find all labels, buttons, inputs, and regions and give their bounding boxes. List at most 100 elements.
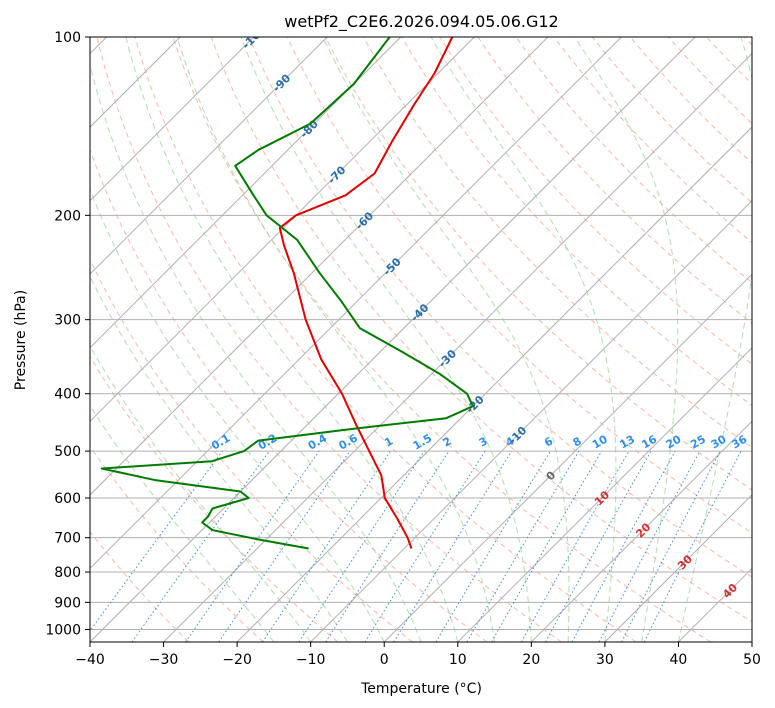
temperature-profile [278,37,454,549]
mixing-ratio-label: 3 [477,435,490,450]
mixing-ratio-label: 25 [688,433,708,452]
mixing-ratio-line [218,450,351,642]
mixing-ratio-label: 0.2 [256,432,279,453]
mixing-ratio-line [545,450,652,642]
mixing-ratio-line [571,450,676,642]
y-tick-label: 500 [54,444,81,460]
x-tick-label: 50 [743,652,761,668]
x-tick-label: −10 [296,652,326,668]
isotherm-line [236,126,752,642]
isotherm-line [90,37,328,275]
dry-adiabat [744,37,752,46]
mixing-ratio-label: 20 [664,432,684,451]
y-tick-label: 1000 [45,622,81,638]
mixing-ratio-line [131,450,270,642]
dry-adiabat [90,258,413,642]
mixing-ratio-line [466,450,580,642]
dry-adiabat [363,37,752,449]
y-tick-label: 100 [54,30,81,46]
moist-adiabat [90,188,385,642]
isotherm-line [90,37,622,570]
mixing-ratio-line [393,450,513,642]
dry-adiabat [90,355,339,642]
moist-adiabat [176,37,496,642]
moist-adiabat [240,37,532,642]
moist-adiabat [430,37,617,642]
x-tick-label: 30 [596,652,614,668]
dry-adiabat [553,37,752,244]
dewpoint-profile [100,37,474,550]
mixing-ratio-label: 1.5 [411,432,434,453]
moist-adiabat [322,37,570,642]
moist-adiabat [125,37,459,642]
y-tick-label: 400 [54,387,81,403]
mixing-ratio-label: 13 [617,433,637,452]
moist-adiabat [90,404,275,642]
isotherm-line [678,567,752,642]
mixing-ratio-line [435,450,551,642]
x-tick-label: −20 [222,652,252,668]
y-tick-label: 900 [54,595,81,611]
moist-adiabat [574,37,679,642]
isotherm-line [90,37,402,349]
mixing-ratio-label: 0.1 [209,432,232,453]
plot-frame [89,36,753,643]
mixing-ratio-line [185,450,320,642]
mixing-ratio-line [298,450,425,642]
dry-adiabat [629,37,752,164]
isotherm-line [90,37,549,496]
y-tick-label: 700 [54,531,81,547]
y-tick-label: 200 [54,208,81,224]
mixing-ratio-line [262,450,391,642]
dry-adiabat [248,37,752,578]
isotherm-line [90,37,255,202]
y-tick-label: 600 [54,491,81,507]
dry-adiabat [325,37,752,491]
moist-adiabat [677,37,752,642]
isotherm-line [90,37,696,642]
y-tick-label: 800 [54,565,81,581]
dry-adiabat [477,37,752,324]
moist-adiabat [90,62,422,642]
moist-adiabat [90,345,312,642]
y-axis-label: Pressure (hPa) [13,290,29,390]
dry-adiabat [591,37,752,204]
isotherm-line [604,494,752,642]
chart-title: wetPf2_C2E6.2026.094.05.06.G12 [284,12,558,32]
x-tick-label: 0 [380,652,389,668]
mixing-ratio-line [325,450,450,642]
dry-adiabat [401,37,752,407]
moist-adiabat [90,275,348,642]
mixing-ratio-label: 16 [639,432,659,451]
x-tick-label: −30 [149,652,179,668]
mixing-ratio-label: 1 [382,435,395,450]
mixing-ratio-line [90,450,223,632]
dry-adiabat [96,37,562,642]
isotherm-line [90,37,475,423]
x-tick-label: 10 [449,652,467,668]
dry-adiabat [210,37,752,623]
isotherm-line [530,420,752,642]
isotherm-line [383,273,752,642]
mixing-ratio-label: 30 [709,432,729,451]
dry-adiabat [668,37,752,125]
dry-adiabat [90,445,264,642]
mixing-ratio-label: 36 [729,432,749,451]
mixing-ratio-line [598,450,701,642]
x-tick-label: 40 [670,652,688,668]
mixing-ratio-line [521,450,630,642]
dry-adiabat [134,37,637,642]
isotherm-line [310,199,752,642]
mixing-ratio-label: 8 [571,435,584,450]
x-axis-label: Temperature (°C) [360,681,482,697]
dry-adiabat [90,148,488,642]
isotherm-line [457,347,752,642]
y-tick-label: 300 [54,313,81,329]
mixing-ratio-line [643,450,742,642]
dry-adiabat [439,37,752,365]
x-tick-label: 20 [522,652,540,668]
x-tick-label: −40 [75,652,105,668]
mixing-ratio-label: 10 [590,432,610,451]
dry-adiabat [90,530,190,642]
